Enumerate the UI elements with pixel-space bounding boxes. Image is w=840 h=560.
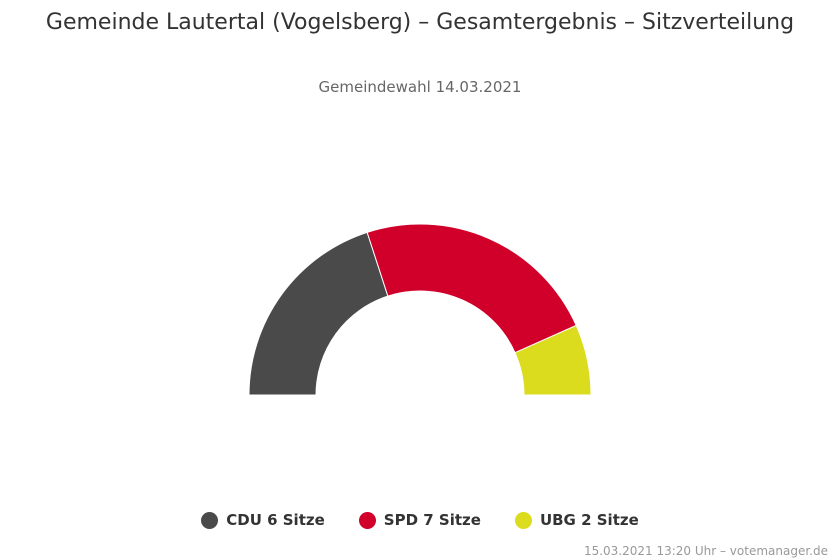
- legend-item-spd[interactable]: SPD 7 Sitze: [358, 511, 481, 529]
- seat-segment-ubg[interactable]: [514, 324, 592, 396]
- chart-legend: CDU 6 Sitze SPD 7 Sitze UBG 2 Sitze: [0, 511, 840, 529]
- legend-item-ubg[interactable]: UBG 2 Sitze: [514, 511, 639, 529]
- legend-marker-cdu: [201, 511, 219, 529]
- chart-subtitle: Gemeindewahl 14.03.2021: [318, 78, 522, 96]
- legend-label-ubg: UBG 2 Sitze: [539, 511, 639, 529]
- seat-segment-cdu[interactable]: [248, 231, 389, 396]
- seat-segment-spd[interactable]: [366, 223, 577, 354]
- legend-label-spd: SPD 7 Sitze: [383, 511, 481, 529]
- legend-marker-ubg: [514, 511, 532, 529]
- legend-label-cdu: CDU 6 Sitze: [226, 511, 325, 529]
- legend-marker-spd: [358, 511, 376, 529]
- chart-title: Gemeinde Lautertal (Vogelsberg) – Gesamt…: [45, 10, 795, 35]
- credits-text[interactable]: 15.03.2021 13:20 Uhr – votemanager.de: [583, 544, 828, 558]
- legend-item-cdu[interactable]: CDU 6 Sitze: [201, 511, 325, 529]
